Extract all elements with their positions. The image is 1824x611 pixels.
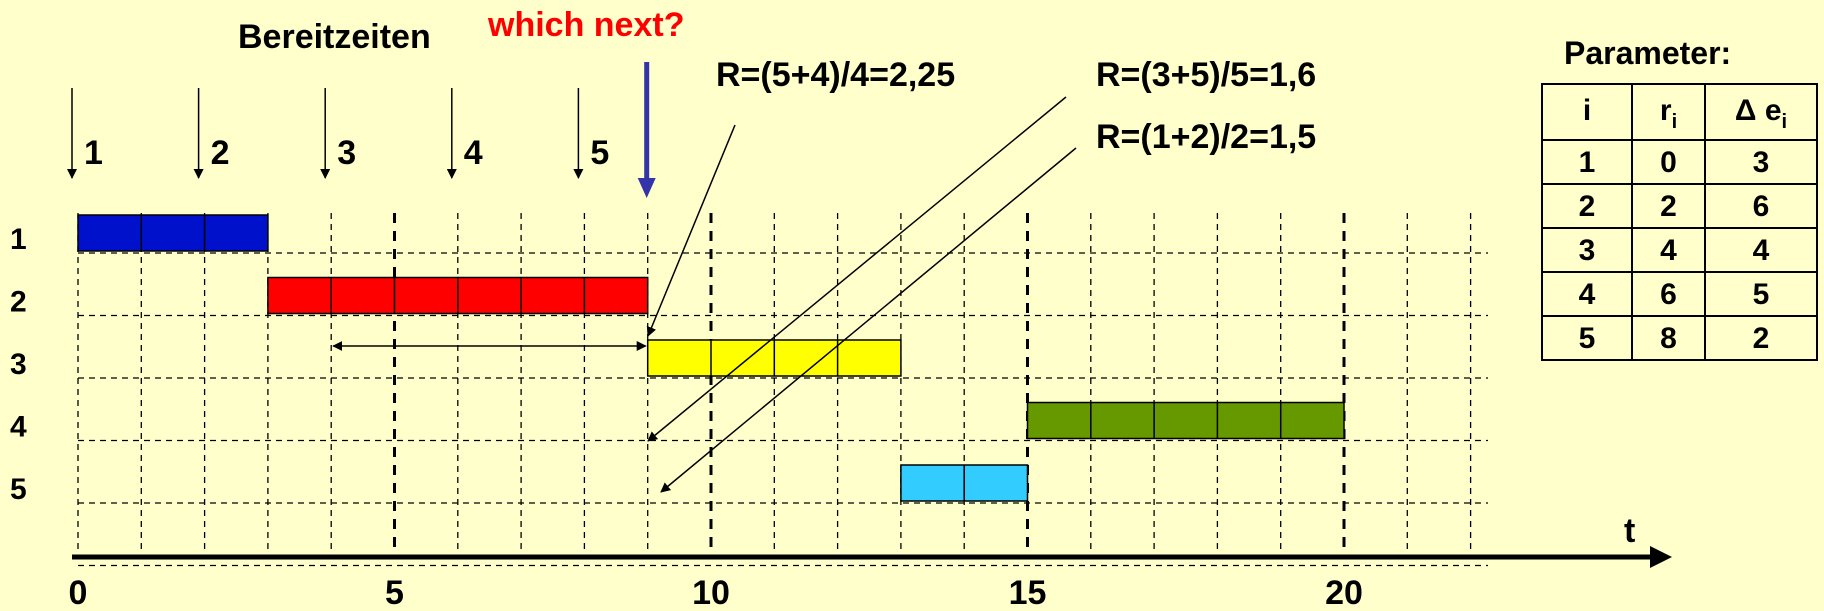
arrival-markers: 1 2 3 4 5: [67, 62, 656, 198]
which-next-question: which next?: [487, 6, 684, 44]
table-header-main: Δ e: [1735, 94, 1782, 127]
table-cell: 3: [1579, 234, 1596, 267]
table-cell: 0: [1660, 146, 1677, 179]
table-header-1: ri: [1660, 94, 1677, 133]
table-cell: 6: [1660, 278, 1677, 311]
tick-label-0: 0: [69, 574, 88, 611]
table-cell: 2: [1753, 322, 1770, 355]
table-cell: 4: [1579, 278, 1596, 311]
table-header-sub: i: [1782, 111, 1788, 133]
decision-arrowhead: [637, 178, 656, 198]
job-bar-1: [77, 214, 269, 252]
arrival-label-3: 3: [337, 134, 356, 172]
table-cell: 6: [1753, 190, 1770, 223]
parameter-table-border: [1541, 83, 1818, 361]
parameter-table: Parameter:i ri Δ ei1 0 32 2 63 4 44 6 55 8 2: [1541, 35, 1818, 361]
table-cell: 1: [1579, 146, 1596, 179]
tick-label-10: 10: [692, 574, 730, 611]
row-label-2: 2: [10, 286, 27, 319]
ratio-pointer-job-3: [646, 124, 736, 337]
table-cell: 2: [1579, 190, 1596, 223]
arrival-label-5: 5: [590, 134, 609, 172]
table-header-sub: i: [1672, 111, 1678, 133]
table-cell: 2: [1660, 190, 1677, 223]
tick-label-20: 20: [1325, 574, 1363, 611]
row-label-1: 1: [10, 223, 27, 256]
table-header-main: i: [1583, 94, 1591, 127]
ratio-pointer-job-4: [647, 96, 1067, 442]
job-bars: [77, 214, 1345, 502]
table-cell: 5: [1579, 322, 1596, 355]
job-bar-4: [1026, 401, 1345, 440]
tick-label-5: 5: [385, 574, 404, 611]
table-cell: 5: [1753, 278, 1770, 311]
ratio-text-job-4: R=(3+5)/5=1,6: [1096, 56, 1316, 94]
row-label-4: 4: [10, 411, 27, 444]
table-header-main: r: [1660, 94, 1672, 127]
schedule-grid: 1 2 3 4 5: [10, 213, 1488, 567]
arrival-label-4: 4: [464, 134, 483, 172]
axis-arrowhead: [1650, 546, 1672, 568]
arrival-label-1: 1: [84, 134, 103, 172]
table-header-0: i: [1583, 94, 1591, 127]
table-cell: 8: [1660, 322, 1677, 355]
table-cell: 4: [1660, 234, 1677, 267]
axis-label-t: t: [1624, 512, 1635, 550]
table-cell: 4: [1753, 234, 1770, 267]
table-cell: 3: [1753, 146, 1770, 179]
ready-times-heading: Bereitzeiten: [238, 18, 431, 56]
tick-label-15: 15: [1009, 574, 1047, 611]
parameter-table-title: Parameter:: [1564, 35, 1731, 71]
ratio-text-job-3: R=(5+4)/4=2,25: [716, 56, 955, 94]
ratio-annotations: R=(5+4)/4=2,25 R=(3+5)/5=1,6 R=(1+2)/2=1,5: [332, 56, 1316, 493]
row-label-5: 5: [10, 473, 27, 506]
table-header-2: Δ ei: [1735, 94, 1787, 133]
arrival-label-2: 2: [211, 134, 230, 172]
row-label-3: 3: [10, 348, 27, 381]
ratio-text-job-5: R=(1+2)/2=1,5: [1096, 118, 1316, 156]
ratio-pointer-job-5: [660, 147, 1077, 493]
time-axis: t 0 5 10 15 20: [69, 512, 1672, 611]
